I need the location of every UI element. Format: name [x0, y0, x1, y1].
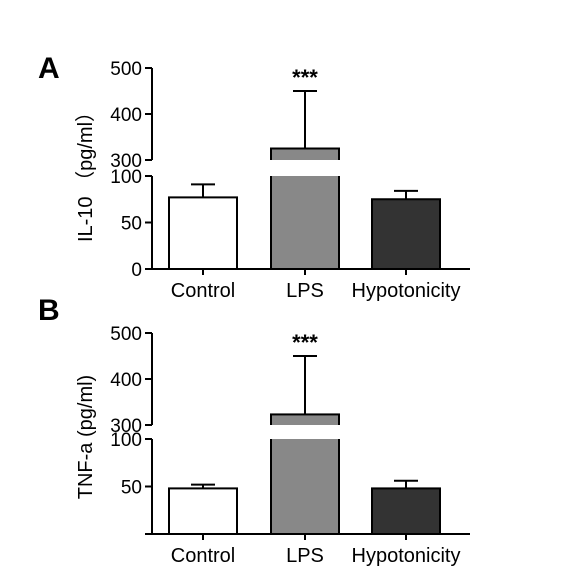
y-tick-label: 0: [131, 260, 142, 281]
bar: [168, 487, 238, 535]
y-tick-label: 500: [110, 59, 142, 80]
category-label: Control: [171, 280, 235, 302]
bar-break-gap: [269, 425, 341, 439]
y-axis-title: TNF-a (pg/ml): [75, 375, 97, 499]
category-label: Control: [171, 545, 235, 567]
y-tick-label: 300: [110, 151, 142, 172]
y-tick-label: 50: [121, 214, 142, 235]
y-tick-label: 100: [110, 167, 142, 188]
significance-marker: ***: [292, 65, 318, 90]
bar-break-gap: [269, 160, 341, 176]
bar: [168, 196, 238, 270]
panel-letter: B: [38, 294, 60, 327]
y-tick-label: 100: [110, 430, 142, 451]
y-tick-label: 400: [110, 105, 142, 126]
y-axis-title: IL-10 （pg/ml）: [74, 102, 97, 242]
bar: [371, 198, 441, 270]
category-label: LPS: [286, 280, 324, 302]
y-tick-label: 50: [121, 478, 142, 499]
category-label: LPS: [286, 545, 324, 567]
y-tick-label: 400: [110, 370, 142, 391]
significance-marker: ***: [292, 330, 318, 355]
category-label: Hypotonicity: [352, 280, 461, 302]
y-tick-label: 500: [110, 324, 142, 345]
bar: [371, 487, 441, 535]
panel-letter: A: [38, 52, 60, 85]
y-tick-label: 300: [110, 416, 142, 437]
category-label: Hypotonicity: [352, 545, 461, 567]
